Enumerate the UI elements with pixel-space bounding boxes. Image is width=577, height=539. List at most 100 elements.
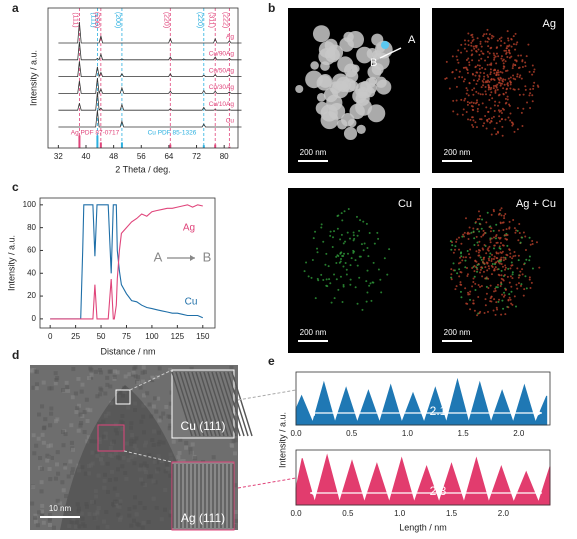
lattice-fringe — [215, 371, 237, 437]
map-signal — [492, 257, 495, 260]
y-axis-label: Intensity / a.u. — [277, 412, 287, 468]
map-signal — [473, 270, 476, 273]
map-signal — [463, 47, 466, 50]
map-signal — [348, 237, 351, 240]
map-signal — [326, 94, 343, 111]
map-signal — [501, 118, 504, 121]
tem-texture — [34, 382, 39, 387]
tem-texture — [53, 476, 58, 481]
map-signal — [510, 302, 513, 305]
map-signal — [468, 81, 471, 84]
tem-texture — [233, 483, 238, 488]
map-signal — [312, 237, 315, 240]
map-signal — [481, 102, 484, 105]
map-signal — [494, 289, 497, 292]
map-signal — [480, 235, 483, 238]
map-signal — [473, 237, 476, 240]
map-signal — [470, 41, 473, 44]
map-signal — [479, 93, 482, 96]
map-signal — [497, 273, 500, 276]
map-signal — [488, 33, 491, 36]
map-signal — [511, 121, 514, 124]
map-signal — [498, 246, 501, 249]
tem-texture — [184, 440, 189, 445]
map-signal — [452, 99, 455, 102]
map-signal — [460, 255, 463, 258]
x-tick-label: 0.5 — [346, 429, 358, 438]
tem-texture — [181, 458, 186, 463]
map-signal — [485, 127, 488, 130]
tem-texture — [62, 463, 67, 468]
map-signal — [486, 63, 489, 66]
map-signal — [475, 50, 478, 53]
map-signal — [466, 232, 469, 235]
map-signal — [491, 253, 494, 256]
map-signal — [464, 97, 467, 100]
map-signal — [476, 110, 479, 113]
map-signal — [509, 81, 512, 84]
map-signal — [492, 87, 495, 90]
map-signal — [520, 54, 523, 57]
map-signal — [475, 99, 478, 102]
tem-texture — [138, 385, 143, 390]
map-signal — [490, 213, 493, 216]
map-signal — [478, 254, 481, 257]
map-signal — [473, 243, 476, 246]
tem-texture — [141, 365, 146, 370]
map-signal — [472, 93, 475, 96]
map-signal — [483, 244, 486, 247]
map-signal — [524, 275, 527, 278]
map-signal — [483, 262, 486, 265]
peak-label: (220) — [196, 12, 203, 28]
series-label: Cu/30Ag — [209, 84, 235, 91]
panel-label: a — [12, 1, 19, 15]
map-signal — [475, 101, 478, 104]
scale-bar-label: 200 nm — [300, 328, 327, 337]
map-signal — [510, 45, 513, 48]
map-signal — [506, 275, 509, 278]
map-signal — [461, 113, 464, 116]
map-signal — [345, 273, 348, 276]
map-signal — [509, 255, 512, 258]
tem-texture — [47, 386, 52, 391]
tem-texture — [31, 484, 36, 489]
map-signal — [458, 75, 461, 78]
map-signal — [522, 93, 525, 96]
map-signal — [505, 228, 508, 231]
map-signal — [475, 82, 478, 85]
map-signal — [481, 218, 484, 221]
map-signal — [472, 125, 475, 128]
connector — [237, 389, 297, 401]
tem-texture — [232, 399, 237, 404]
map-signal — [457, 49, 460, 52]
map-signal — [495, 52, 498, 55]
map-signal — [320, 226, 323, 229]
map-signal — [485, 285, 488, 288]
peak-label: (200) — [114, 12, 121, 28]
map-signal — [344, 240, 347, 243]
map-signal — [347, 118, 357, 128]
map-signal — [499, 251, 502, 254]
map-signal — [500, 207, 503, 210]
map-signal — [328, 278, 331, 281]
map-signal — [520, 111, 523, 114]
map-signal — [504, 70, 507, 73]
map-signal — [473, 309, 476, 312]
profile-area — [295, 453, 551, 506]
map-signal — [486, 118, 489, 121]
map-signal — [488, 80, 491, 83]
map-signal — [295, 84, 304, 94]
map-signal — [453, 248, 456, 251]
map-signal — [486, 310, 489, 313]
x-axis-label: 2 Theta / deg. — [115, 164, 170, 174]
tem-texture — [79, 421, 84, 426]
map-signal — [497, 300, 500, 303]
map-signal — [529, 106, 532, 109]
map-signal — [493, 127, 496, 130]
map-signal — [465, 50, 468, 53]
map-signal — [349, 278, 352, 281]
map-signal — [519, 270, 522, 273]
line-scan-arrow — [379, 47, 402, 59]
tem-texture — [64, 494, 69, 499]
